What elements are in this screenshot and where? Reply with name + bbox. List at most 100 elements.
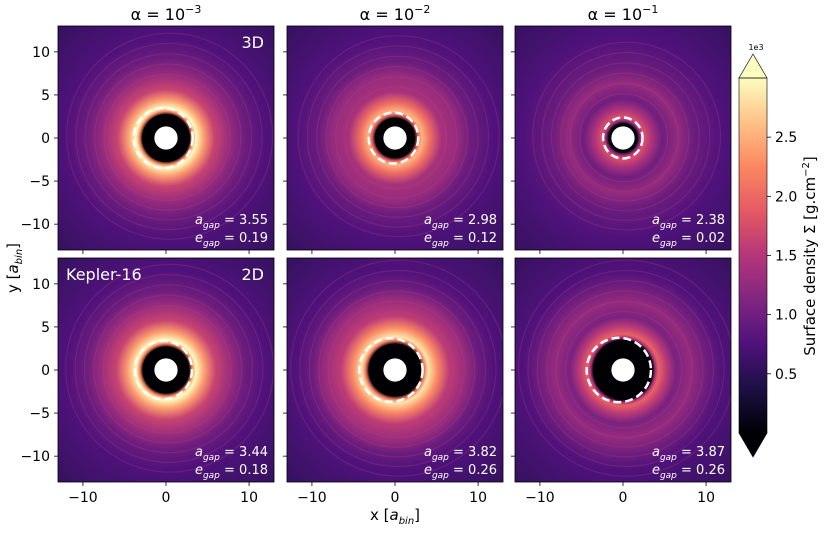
column-title-2: α = 10−2 [360, 3, 431, 24]
y-tick-label: −10 [20, 449, 50, 465]
colorbar-tick-label: 1.0 [775, 308, 797, 324]
e-gap-annotation: egap = 0.12 [424, 231, 497, 249]
colorbar-label: Surface density Σ [g.cm−2] [801, 156, 819, 356]
colorbar-tick-label: 0.5 [775, 367, 797, 383]
a-gap-annotation: agap = 3.55 [195, 213, 268, 231]
binary-excision [154, 126, 178, 150]
column-title-1: α = 10−3 [131, 3, 202, 24]
density-ripple [344, 86, 447, 189]
x-tick-label: 0 [619, 490, 628, 506]
density-ripple [65, 263, 274, 473]
gap-ellipse-fit [133, 339, 194, 401]
density-ripple [306, 45, 490, 228]
density-ripple [83, 284, 253, 454]
e-gap-annotation: egap = 0.02 [652, 231, 725, 249]
binary-excision [154, 358, 178, 382]
y-tick-labels: −10 −5 0 5 10 −10 −5 0 5 10 [20, 45, 50, 465]
density-ripple [555, 300, 693, 439]
density-ripple [102, 304, 232, 434]
density-ripple [518, 259, 731, 477]
density-ripple [318, 290, 476, 448]
colorbar-gradient [739, 78, 767, 433]
density-ripple [75, 42, 263, 231]
a-gap-annotation: agap = 3.87 [652, 445, 725, 463]
y-tick-label: −5 [29, 174, 50, 190]
binary-excision [611, 358, 635, 382]
density-ripple [316, 55, 479, 218]
gap-ellipse-fit [367, 111, 420, 165]
y-tick-label: −5 [29, 406, 50, 422]
y-tick-label: 5 [41, 88, 50, 104]
density-ripple [336, 310, 455, 429]
y-tick-label: 10 [32, 45, 50, 61]
panel-tag-left: Kepler-16 [66, 265, 142, 284]
a-gap-annotation: agap = 3.82 [424, 445, 497, 463]
density-ripple [550, 62, 700, 212]
colorbar-tick-label: 1.5 [775, 249, 797, 265]
density-ripple [74, 274, 264, 463]
density-ripple [325, 65, 469, 209]
binary-excision [611, 126, 635, 150]
x-tick-labels: −10 0 10 −10 0 10 −10 0 10 [68, 490, 715, 506]
colorbar: 0.5 1.0 1.5 2.0 2.5 [738, 53, 797, 458]
x-tick-label: 0 [391, 490, 400, 506]
y-tick-label: 0 [41, 131, 50, 147]
density-ripple [527, 269, 725, 468]
density-ripple [564, 310, 683, 429]
e-gap-annotation: egap = 0.26 [424, 463, 497, 481]
density-ripple [578, 93, 669, 183]
panel-tag-right: 3D [242, 33, 265, 52]
y-tick-label: 5 [41, 320, 50, 336]
x-tick-label: −10 [68, 490, 98, 506]
density-ripple [84, 53, 253, 221]
x-tick-label: 10 [469, 490, 487, 506]
x-tick-label: −10 [525, 490, 555, 506]
x-axis-label: x [abin] [370, 506, 420, 527]
colorbar-extend-min [738, 432, 768, 458]
x-tick-label: 0 [162, 490, 171, 506]
gap-ellipse-fit [585, 336, 653, 404]
y-tick-label: 10 [32, 277, 50, 293]
density-ripple [112, 83, 221, 192]
gap-ellipse-fit [132, 106, 194, 170]
colorbar-multiplier: 1e3 [748, 43, 763, 52]
density-ripple [569, 82, 679, 192]
density-ripple [65, 32, 274, 240]
binary-excision [383, 358, 407, 382]
a-gap-annotation: agap = 3.44 [195, 445, 268, 463]
binary-excision [383, 126, 407, 150]
density-ripple [297, 35, 500, 238]
panel-tag-right: 2D [242, 265, 265, 284]
density-ripple [536, 280, 715, 458]
density-ripple [103, 73, 231, 202]
density-ripple [334, 76, 458, 199]
y-tick-label: −10 [20, 217, 50, 233]
column-title-3: α = 10−1 [588, 3, 659, 24]
x-tick-label: −10 [297, 490, 327, 506]
density-ripple [532, 41, 722, 231]
density-ripple [93, 294, 243, 444]
x-tick-label: 10 [240, 490, 258, 506]
a-gap-annotation: agap = 2.98 [424, 213, 497, 231]
density-ripple [94, 63, 242, 211]
density-ripple [299, 269, 497, 468]
y-axis-label: y [abin] [4, 243, 25, 293]
density-ripple [327, 300, 465, 439]
density-ripple [546, 290, 704, 448]
x-tick-label: 10 [697, 490, 715, 506]
density-ripple [308, 280, 487, 458]
y-tick-label: 0 [41, 363, 50, 379]
e-gap-annotation: egap = 0.18 [195, 463, 268, 481]
density-ripple [112, 315, 222, 425]
gap-ellipse-fit [357, 336, 424, 404]
a-gap-annotation: agap = 2.38 [652, 213, 725, 231]
density-ripple [290, 259, 503, 477]
density-ripple [560, 72, 690, 202]
